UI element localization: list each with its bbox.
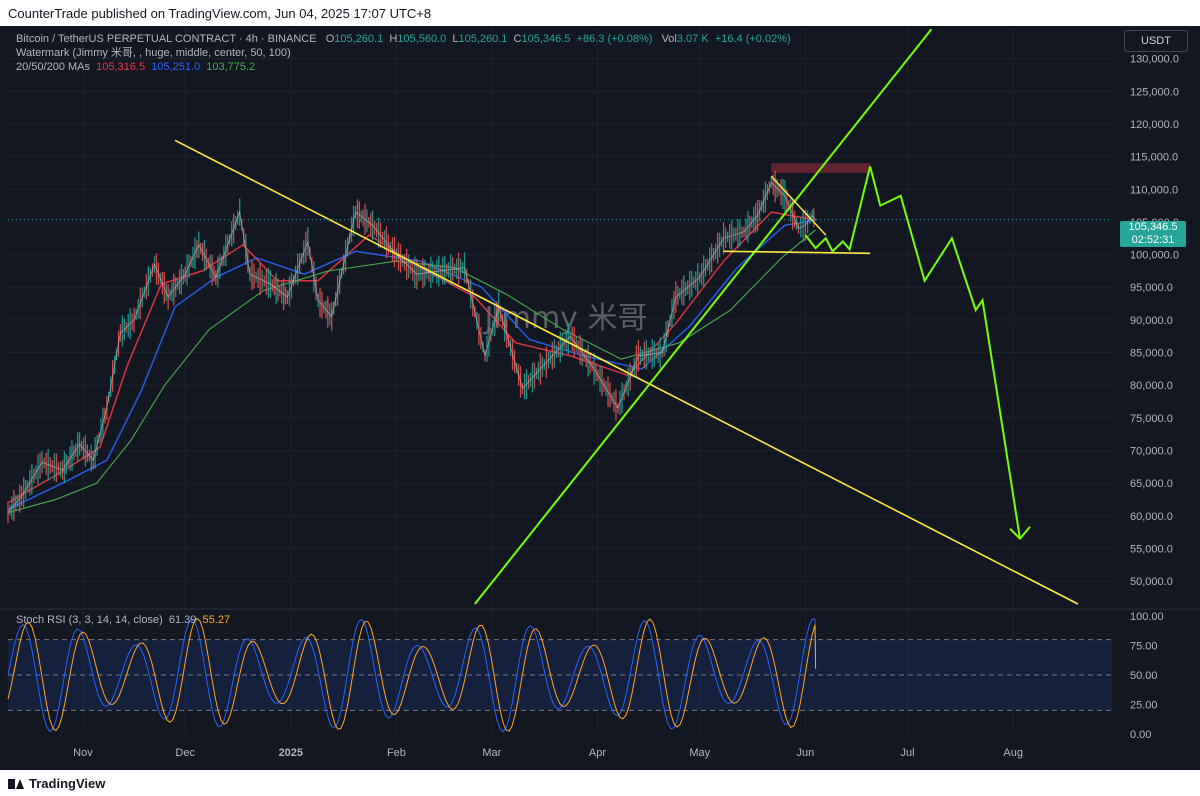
y-tick-label: 90,000.0 — [1130, 315, 1173, 327]
chart-frame[interactable]: Jimmy 米哥 130,000.0 125,000.0 120,000.0 115,0… — [0, 26, 1200, 770]
tradingview-logo-icon — [8, 779, 24, 789]
footer-bar: TradingView — [0, 770, 1200, 796]
yellow-triangle-upper — [770, 175, 827, 236]
high-label: H — [389, 33, 398, 45]
y-tick-label: 55,000.0 — [1130, 543, 1173, 555]
last-price-tag: 105,346.5 02:52:31 — [1120, 221, 1186, 247]
volume-value: 3.07 K — [676, 33, 709, 45]
bar-countdown: 02:52:31 — [1131, 234, 1175, 246]
stoch-rsi-legend[interactable]: Stoch RSI (3, 3, 14, 14, close) 61.39 55… — [16, 614, 230, 626]
low-value: 105,260.1 — [458, 33, 508, 45]
last-price: 105,346.5 — [1128, 221, 1178, 233]
high-value: 105,560.0 — [397, 33, 447, 45]
ma20-line — [7, 211, 816, 504]
stoch-rsi-tick-label: 50.00 — [1130, 670, 1158, 682]
open-label: O — [325, 33, 335, 45]
y-tick-label: 115,000.0 — [1130, 152, 1178, 164]
symbol-label[interactable]: Bitcoin / TetherUS PERPETUAL CONTRACT · … — [16, 33, 317, 45]
x-tick-label: Dec — [175, 747, 195, 759]
projection-arrowhead — [1009, 526, 1031, 541]
y-tick-label: 100,000.0 — [1130, 250, 1179, 262]
yellow-descending-trendline — [174, 139, 1079, 605]
stoch-rsi-tick-label: 0.00 — [1130, 729, 1151, 741]
y-tick-label: 95,000.0 — [1130, 282, 1173, 294]
ohlc-legend-row: Bitcoin / TetherUS PERPETUAL CONTRACT · … — [16, 32, 791, 46]
y-tick-label: 130,000.0 — [1130, 54, 1179, 66]
stoch-rsi-tick-label: 75.00 — [1130, 641, 1158, 653]
ma200-value: 103,775.2 — [206, 61, 256, 73]
y-tick-label: 70,000.0 — [1130, 446, 1173, 458]
watermark-legend-row[interactable]: Watermark (Jimmy 米哥, , huge, middle, cen… — [16, 47, 291, 59]
ma200-line — [7, 229, 816, 514]
publisher-line: CounterTrade published on TradingView.co… — [8, 6, 432, 21]
stoch-rsi-label: Stoch RSI (3, 3, 14, 14, close) — [16, 614, 163, 626]
y-tick-label: 85,000.0 — [1130, 348, 1173, 360]
close-label: C — [513, 33, 522, 45]
yellow-support-line — [723, 250, 871, 255]
x-tick-label: Mar — [482, 747, 501, 759]
tradingview-logo[interactable]: TradingView — [8, 776, 105, 791]
price-chart[interactable]: Jimmy 米哥130,000.0125,000.0120,000.0115,0… — [0, 26, 1200, 770]
y-tick-label: 75,000.0 — [1130, 413, 1173, 425]
x-tick-label: Aug — [1003, 747, 1023, 759]
stoch-rsi-tick-label: 25.00 — [1130, 700, 1158, 712]
volume-label: Vol — [661, 33, 677, 45]
change-value: +86.3 (+0.08%) — [576, 33, 653, 45]
x-tick-label: 2025 — [279, 747, 303, 759]
price-line — [7, 182, 816, 513]
y-tick-label: 120,000.0 — [1130, 119, 1179, 131]
currency-button[interactable]: USDT — [1124, 30, 1188, 52]
ma50-line — [7, 219, 816, 510]
y-tick-label: 60,000.0 — [1130, 511, 1173, 523]
stoch-rsi-k-line — [7, 618, 817, 733]
close-value: 105,346.5 — [521, 33, 571, 45]
stoch-rsi-d-line — [7, 617, 817, 732]
ma-label: 20/50/200 MAs — [16, 61, 90, 73]
chart-legend: Bitcoin / TetherUS PERPETUAL CONTRACT · … — [16, 32, 791, 74]
green-projection-path — [804, 166, 1021, 539]
x-tick-label: Nov — [73, 747, 93, 759]
stoch-rsi-tick-label: 100.00 — [1130, 611, 1164, 623]
y-tick-label: 65,000.0 — [1130, 478, 1173, 490]
green-ascending-trendline — [474, 28, 933, 605]
ma-legend-row[interactable]: 20/50/200 MAs 105,316.5 105,251.0 103,77… — [16, 60, 791, 74]
x-tick-label: Feb — [387, 747, 406, 759]
y-tick-label: 110,000.0 — [1130, 184, 1178, 196]
x-tick-label: May — [689, 747, 710, 759]
y-tick-label: 50,000.0 — [1130, 576, 1173, 588]
low-label: L — [452, 33, 459, 45]
stoch-rsi-d-value: 55.27 — [202, 614, 231, 626]
y-tick-label: 80,000.0 — [1130, 380, 1173, 392]
ma20-value: 105,316.5 — [96, 61, 146, 73]
x-tick-label: Jun — [796, 747, 814, 759]
x-tick-label: Jul — [901, 747, 915, 759]
volume-change-value: +16.4 (+0.02%) — [714, 33, 791, 45]
publisher-bar: CounterTrade published on TradingView.co… — [0, 0, 1200, 26]
stoch-rsi-k-value: 61.39 — [168, 614, 197, 626]
y-tick-label: 125,000.0 — [1130, 86, 1179, 98]
open-value: 105,260.1 — [334, 33, 384, 45]
x-tick-label: Apr — [589, 747, 606, 759]
tradingview-brand: TradingView — [29, 776, 106, 791]
ma50-value: 105,251.0 — [151, 61, 201, 73]
